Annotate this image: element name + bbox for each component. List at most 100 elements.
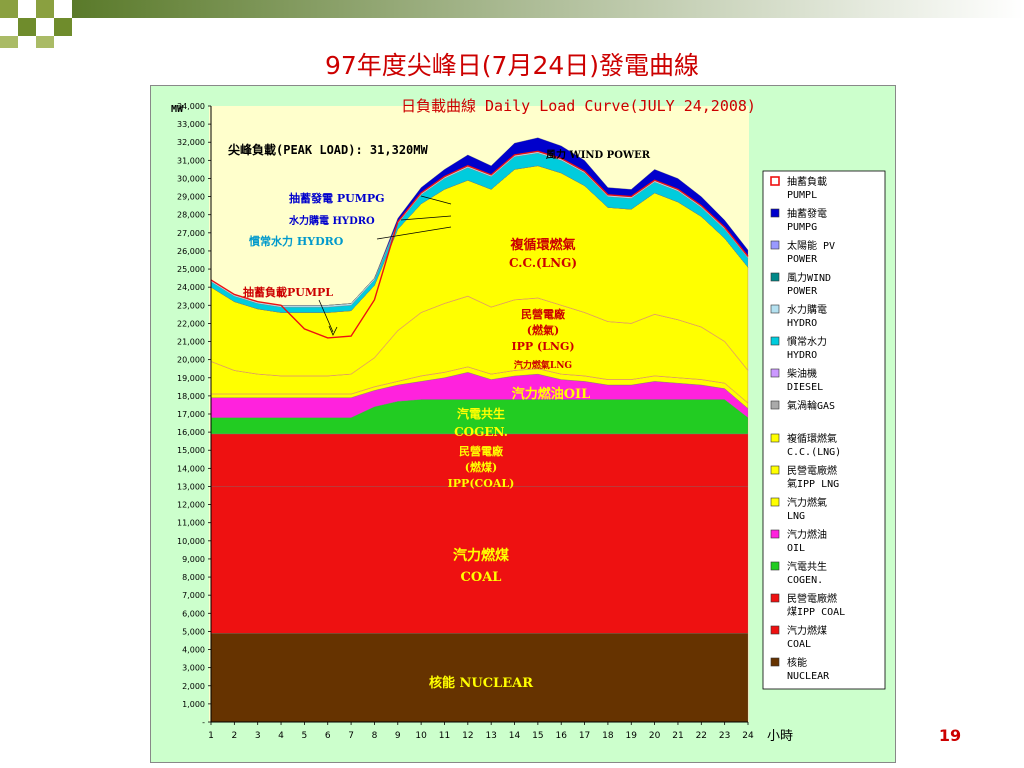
legend-box [762,170,886,690]
leader-line-pumpl [318,299,334,333]
x-tick-label: 4 [278,731,284,741]
x-tick-label: 1 [208,731,214,741]
legend-swatch-lng [770,497,780,507]
legend-label-nuclear: NUCLEAR [787,671,830,682]
legend-label-nuclear: 核能 [787,656,807,669]
boundary-lng [211,366,749,404]
legend-label-pumpl: 抽蓄負載 [787,175,827,188]
in-chart-label-hydro-purchase: 水力購電 HYDRO [288,214,375,227]
load-curve-chart: 日負載曲線 Daily Load Curve(JULY 24,2008) MW … [171,97,886,744]
legend-label-diesel: DIESEL [787,382,823,393]
chart-title: 日負載曲線 Daily Load Curve(JULY 24,2008) [401,97,756,115]
legend-swatch-ipp-lng [770,465,780,475]
x-tick-label: 16 [555,731,567,741]
legend-label-cc-lng: C.C.(LNG) [787,447,841,458]
legend-swatch-coal [770,625,780,635]
y-axis-label: MW [171,104,184,115]
legend-label-cc-lng: 複循環燃氣 [787,432,837,445]
y-tick-label: 14,000 [177,464,205,473]
y-tick-label: 2,000 [182,682,205,691]
legend-label-wind: 風力WIND [787,271,831,284]
legend-label-hydro: HYDRO [787,350,817,361]
y-tick-label: 6,000 [182,609,205,618]
in-chart-label-ipp-coal-3: IPP(COAL) [448,477,515,490]
y-tick-label: 7,000 [182,591,205,600]
x-tick-label: 6 [325,731,331,741]
in-chart-label-cc-lng-1: 複循環燃氣 [509,237,575,253]
y-tick-label: 5,000 [182,627,205,636]
legend-label-ipp-lng: 氣IPP LNG [787,477,839,490]
peak-load-note: 尖峰負載(PEAK LOAD): 31,320MW [228,142,428,157]
legend-swatch-hydro-purchase [770,304,780,314]
in-chart-label-hydro: 慣常水力 HYDRO [248,234,344,248]
x-tick-label: 12 [462,731,473,741]
legend-label-hydro-purchase: HYDRO [787,318,817,329]
y-tick-label: 1,000 [182,700,205,709]
top-decoration-bar [0,0,1024,48]
y-tick-label: 34,000 [177,102,205,111]
legend-swatch-nuclear [770,657,780,667]
x-tick-label: 3 [255,731,261,741]
in-chart-label-coal-1: 汽力燃煤 [453,547,510,564]
y-tick-label: 20,000 [177,356,205,365]
legend-label-cogen: COGEN. [787,575,823,586]
x-tick-label: 18 [602,731,614,741]
y-tick-label: 19,000 [177,374,205,383]
legend-label-ipp-lng: 民營電廠燃 [787,464,837,477]
legend-label-pumpg: 抽蓄發電 [787,207,827,220]
page-number: 19 [938,726,962,745]
x-axis-label: 小時 [767,729,793,744]
y-tick-label: 4,000 [182,646,205,655]
y-tick-label: 8,000 [182,573,205,582]
y-tick-label: 21,000 [177,338,205,347]
x-tick-label: 11 [439,731,450,741]
legend-swatch-ipp-coal [770,593,780,603]
in-chart-label-wind: 風力 WIND POWER [546,148,651,161]
x-tick-label: 15 [532,731,543,741]
x-tick-label: 14 [509,731,521,741]
y-tick-label: 26,000 [177,247,205,256]
y-tick-label: 3,000 [182,664,205,673]
x-tick-label: 7 [348,731,354,741]
in-chart-label-cc-lng-2: C.C.(LNG) [509,256,577,270]
legend-label-solar: POWER [787,254,818,265]
legend-label-lng: 汽力燃氣 [787,496,827,509]
legend-label-gas-turbine: 氣渦輪GAS [787,399,835,412]
y-tick-label: 11,000 [177,519,205,528]
y-tick-label: 17,000 [177,410,205,419]
y-tick-label: 15,000 [177,446,205,455]
pumpl-line [210,150,749,339]
x-tick-label: 24 [742,731,754,741]
x-tick-label: 23 [719,731,730,741]
legend-label-coal: 汽力燃煤 [787,624,827,637]
in-chart-label-ipp-lng-3: IPP (LNG) [511,340,574,353]
x-tick-label: 8 [372,731,378,741]
in-chart-label-oil: 汽力燃油OIL [512,386,591,402]
x-tick-label: 22 [696,731,707,741]
legend-swatch-pumpl [770,176,780,186]
leader-arrow-pumpl [328,325,338,336]
legend-label-pumpg: PUMPG [787,222,817,233]
legend-swatch-hydro [770,336,780,346]
in-chart-label-cogen-1: 汽電共生 [457,406,505,421]
legend-label-oil: OIL [787,543,805,554]
legend-swatch-wind [770,272,780,282]
in-chart-label-ipp-lng-2: (燃氣) [527,323,559,337]
legend-label-hydro-purchase: 水力購電 [787,303,827,316]
chart-frame: 日負載曲線 Daily Load Curve(JULY 24,2008) MW … [150,85,896,763]
y-tick-label: 25,000 [177,265,205,274]
legend-swatch-oil [770,529,780,539]
legend-label-oil: 汽力燃油 [787,528,827,541]
y-tick-label: 22,000 [177,319,205,328]
legend-swatch-cogen [770,561,780,571]
legend-label-hydro: 慣常水力 [787,335,827,348]
in-chart-label-lng: 汽力燃氣LNG [514,359,572,371]
y-tick-label: 30,000 [177,174,205,183]
x-tick-label: 21 [672,731,683,741]
legend-label-diesel: 柴油機 [787,367,817,380]
legend-label-solar: 太陽能 PV [787,239,835,252]
y-tick-label: 9,000 [182,555,205,564]
legend-swatch-cc-lng [770,433,780,443]
y-tick-label: 24,000 [177,283,205,292]
legend-swatch-pumpg [770,208,780,218]
